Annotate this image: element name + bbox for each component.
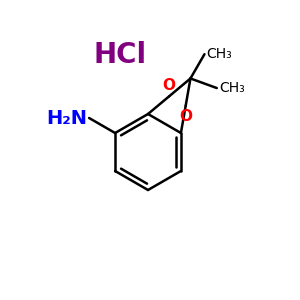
Text: O: O <box>179 109 192 124</box>
Text: CH₃: CH₃ <box>219 81 244 95</box>
Text: CH₃: CH₃ <box>206 47 232 61</box>
Text: HCl: HCl <box>93 41 147 69</box>
Text: H₂N: H₂N <box>46 109 87 128</box>
Text: O: O <box>163 78 176 93</box>
